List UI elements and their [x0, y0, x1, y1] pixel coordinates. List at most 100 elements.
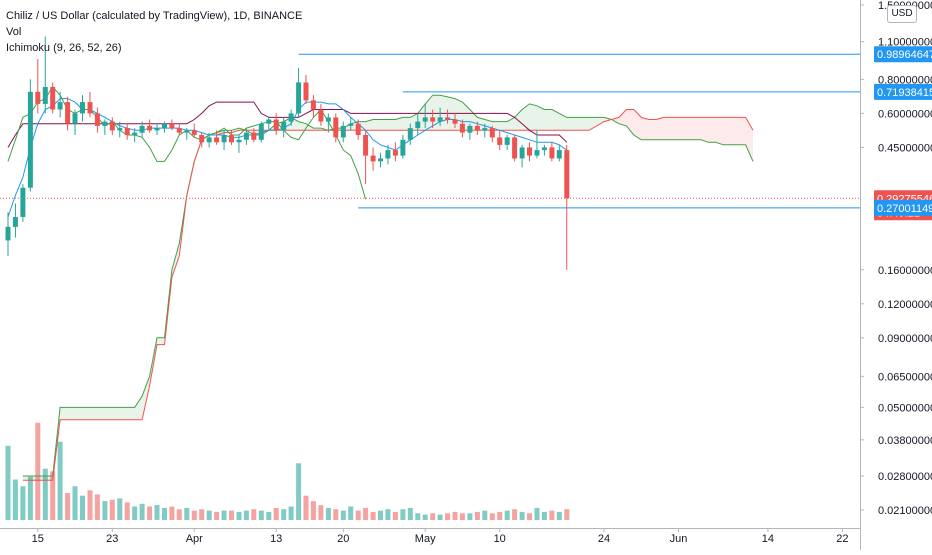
- cloud-segment: [678, 117, 686, 140]
- cloud-segment: [216, 130, 225, 135]
- cloud-segment: [715, 117, 724, 145]
- candle-body: [147, 125, 153, 131]
- candle-body: [199, 135, 205, 143]
- cloud-segment: [60, 407, 68, 420]
- price-axis-label: 0.02100000: [878, 505, 932, 517]
- volume-bar: [378, 510, 383, 521]
- volume-bar: [199, 509, 205, 520]
- cloud-segment: [589, 117, 597, 131]
- volume-bar: [35, 422, 41, 520]
- volume-bar: [273, 507, 279, 521]
- candle-body: [310, 100, 316, 110]
- candle-body: [236, 139, 242, 143]
- volume-bar: [124, 502, 130, 520]
- candle-body: [50, 87, 56, 110]
- volume-bar: [482, 510, 488, 521]
- price-axis-label: 0.03800000: [878, 435, 932, 447]
- cloud-segment: [708, 117, 716, 143]
- ichimoku-indicator-label[interactable]: Ichimoku (9, 26, 52, 26): [6, 42, 122, 54]
- volume-bar: [42, 468, 48, 520]
- candle-body: [296, 82, 302, 114]
- candle-body: [221, 135, 227, 143]
- volume-bar: [154, 505, 160, 520]
- volume-bar: [214, 511, 220, 520]
- candle-body: [281, 121, 287, 131]
- candle-body: [564, 150, 570, 199]
- volume-bar: [80, 495, 85, 520]
- candle-body: [102, 121, 108, 126]
- candle-body: [184, 130, 190, 133]
- volume-bar: [459, 513, 465, 521]
- volume-bar: [65, 493, 71, 520]
- cloud-segment: [373, 119, 381, 131]
- volume-bar: [109, 499, 115, 521]
- candle-body: [258, 123, 264, 140]
- volume-bar: [236, 511, 242, 520]
- volume-bar: [94, 494, 100, 520]
- volume-bar: [407, 507, 413, 521]
- candle-body: [288, 113, 294, 122]
- volume-bar: [27, 476, 33, 520]
- cloud-segment: [648, 119, 657, 140]
- volume-bar: [541, 511, 547, 520]
- volume-bar: [57, 441, 63, 520]
- cloud-segment: [581, 117, 590, 131]
- candle-body: [527, 147, 532, 156]
- cloud-segment: [119, 407, 128, 420]
- price-axis: 1.500000001.100000000.800000000.60000000…: [860, 0, 932, 517]
- cloud-segment: [745, 117, 753, 162]
- volume-bar: [12, 479, 18, 520]
- candle-body: [504, 137, 510, 145]
- volume-bar: [206, 510, 212, 521]
- candle-body: [340, 125, 346, 138]
- candle-body: [124, 128, 130, 135]
- cloud-segment: [231, 128, 239, 133]
- candle-body: [65, 102, 71, 124]
- cloud-segment: [30, 476, 38, 481]
- cloud-segment: [134, 396, 143, 420]
- volume-bar: [87, 490, 93, 520]
- volume-bar: [370, 511, 376, 520]
- volume-bar: [303, 495, 309, 520]
- candle-body: [20, 187, 26, 217]
- volume-bar: [266, 511, 272, 520]
- volume-bar: [549, 510, 555, 521]
- candle-body: [482, 128, 488, 131]
- volume-bar: [392, 511, 398, 520]
- candle-body: [35, 91, 41, 104]
- cloud-segment: [656, 117, 664, 140]
- candle-body: [370, 155, 376, 162]
- volume-bar: [400, 509, 406, 520]
- candle-body: [87, 102, 93, 114]
- volume-bar: [176, 509, 182, 520]
- currency-badge[interactable]: USD: [887, 5, 917, 23]
- chart-legend: Chiliz / US Dollar (calculated by Tradin…: [6, 8, 302, 56]
- volume-bar: [296, 463, 302, 520]
- candle-body: [72, 113, 78, 124]
- volume-bar: [355, 510, 361, 521]
- candle-body: [355, 123, 361, 135]
- candle-body: [27, 91, 33, 188]
- time-axis-label: 24: [598, 533, 610, 545]
- candle-body: [445, 117, 451, 120]
- cloud-segment: [90, 407, 98, 420]
- volume-bar: [504, 510, 510, 521]
- cloud-segment: [544, 109, 552, 131]
- candle-body: [80, 102, 85, 114]
- symbol-title[interactable]: Chiliz / US Dollar (calculated by Tradin…: [6, 10, 303, 22]
- time-axis-label: 22: [836, 533, 848, 545]
- candle-body: [556, 150, 562, 159]
- volume-indicator-label[interactable]: Vol: [6, 26, 22, 38]
- time-axis-label: 15: [32, 533, 44, 545]
- candle-body: [534, 150, 540, 156]
- time-axis: 15 23 Apr 13 20 May 10 24 Jun 14 22: [32, 528, 849, 545]
- candle-body: [467, 125, 473, 133]
- candle-body: [378, 158, 383, 162]
- candle-body: [139, 125, 145, 133]
- volume-bar: [422, 514, 428, 520]
- volume-bar: [363, 507, 369, 521]
- candle-body: [154, 128, 160, 131]
- cloud-segment: [380, 119, 388, 131]
